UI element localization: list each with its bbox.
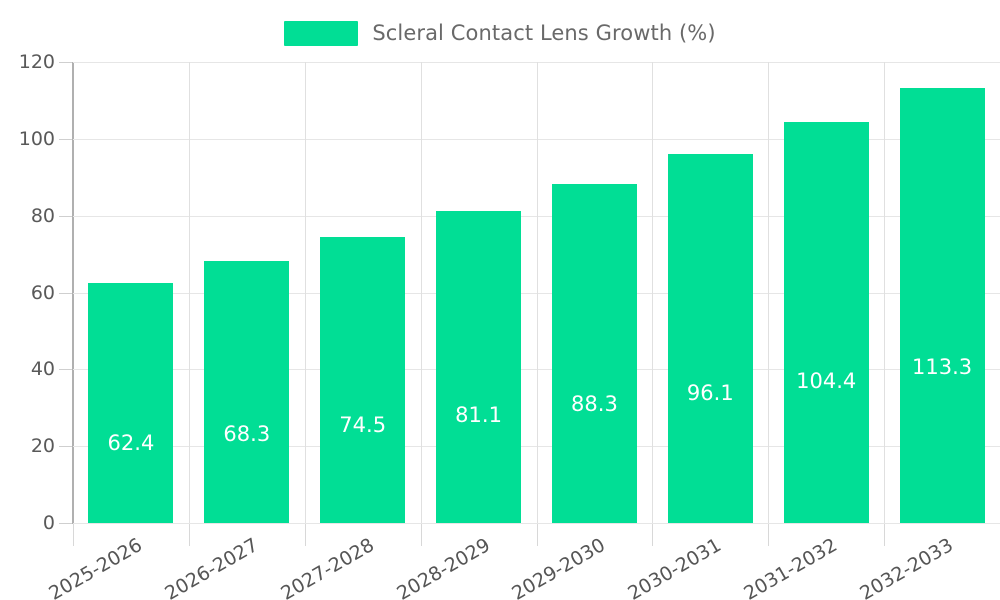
gridline-vertical	[884, 62, 886, 523]
x-axis-tick-label: 2025-2026	[45, 534, 146, 600]
bar[interactable]: 74.5	[320, 236, 406, 523]
y-axis-tick-mark	[59, 215, 72, 217]
x-axis-tick-mark	[536, 524, 538, 546]
legend-label-scleral-contact-lens-growth: Scleral Contact Lens Growth (%)	[372, 21, 716, 45]
x-axis-tick-label: 2028-2029	[392, 534, 494, 600]
y-axis-tick-label: 40	[30, 358, 55, 381]
bar-value-label: 96.1	[686, 380, 734, 405]
x-axis-tick-mark	[73, 524, 74, 546]
x-axis-tick-mark	[420, 524, 422, 546]
x-axis-tick-label: 2032-2033	[856, 534, 958, 600]
bar[interactable]: 68.3	[204, 260, 290, 523]
x-axis-tick-mark	[768, 524, 770, 546]
y-axis-tick-label: 80	[30, 204, 55, 227]
bar-value-label: 104.4	[796, 368, 857, 393]
gridline-vertical	[652, 62, 654, 523]
gridline-vertical	[536, 62, 538, 523]
y-axis-tick-label: 120	[18, 51, 55, 73]
bar[interactable]: 113.3	[899, 87, 985, 523]
x-axis-tick-label: 2027-2028	[276, 534, 378, 600]
x-axis-tick-mark	[304, 524, 306, 546]
gridline-vertical	[304, 62, 306, 523]
y-axis-tick-mark	[59, 369, 72, 371]
x-axis-tick-mark	[652, 524, 654, 546]
plot-area: 62.4 68.3 74.5 81.1 88.3 96.1 104.4 113.3	[73, 62, 1000, 524]
bar-value-label: 113.3	[912, 355, 973, 380]
gridline-vertical	[188, 62, 190, 523]
bar-value-label: 68.3	[223, 421, 271, 446]
bar[interactable]: 81.1	[436, 211, 522, 523]
bar[interactable]: 88.3	[551, 183, 637, 523]
x-axis-tick-mark	[188, 524, 190, 546]
x-axis-tick-label: 2026-2027	[161, 534, 262, 600]
y-axis-tick-label: 0	[42, 512, 55, 534]
gridline-vertical	[768, 62, 770, 523]
x-axis-tick-label: 2031-2032	[740, 534, 842, 600]
y-axis-tick-mark	[59, 523, 72, 524]
chart-legend: Scleral Contact Lens Growth (%)	[0, 14, 1000, 52]
y-axis-tick-label: 60	[30, 281, 55, 304]
bar[interactable]: 104.4	[783, 121, 869, 523]
bar-value-label: 81.1	[455, 403, 502, 428]
legend-swatch-scleral-contact-lens-growth[interactable]	[284, 20, 359, 46]
bar-value-label: 62.4	[107, 430, 155, 455]
y-axis-tick-mark	[59, 62, 72, 63]
x-axis-tick-label: 2030-2031	[624, 534, 726, 600]
x-axis-tick-label: 2029-2030	[508, 534, 610, 600]
bar-value-label: 74.5	[339, 412, 387, 437]
y-axis-tick-mark	[59, 138, 72, 140]
y-axis-tick-mark	[59, 446, 72, 448]
bar[interactable]: 96.1	[667, 153, 753, 523]
bar[interactable]: 62.4	[88, 283, 174, 523]
y-axis-tick-label: 100	[18, 127, 55, 150]
gridline-vertical	[420, 62, 422, 523]
gridline-horizontal	[73, 523, 1000, 524]
x-axis-tick-mark	[884, 524, 886, 546]
bar-value-label: 88.3	[571, 392, 618, 417]
y-axis-tick-mark	[59, 292, 72, 294]
y-axis-tick-label: 20	[30, 435, 55, 458]
